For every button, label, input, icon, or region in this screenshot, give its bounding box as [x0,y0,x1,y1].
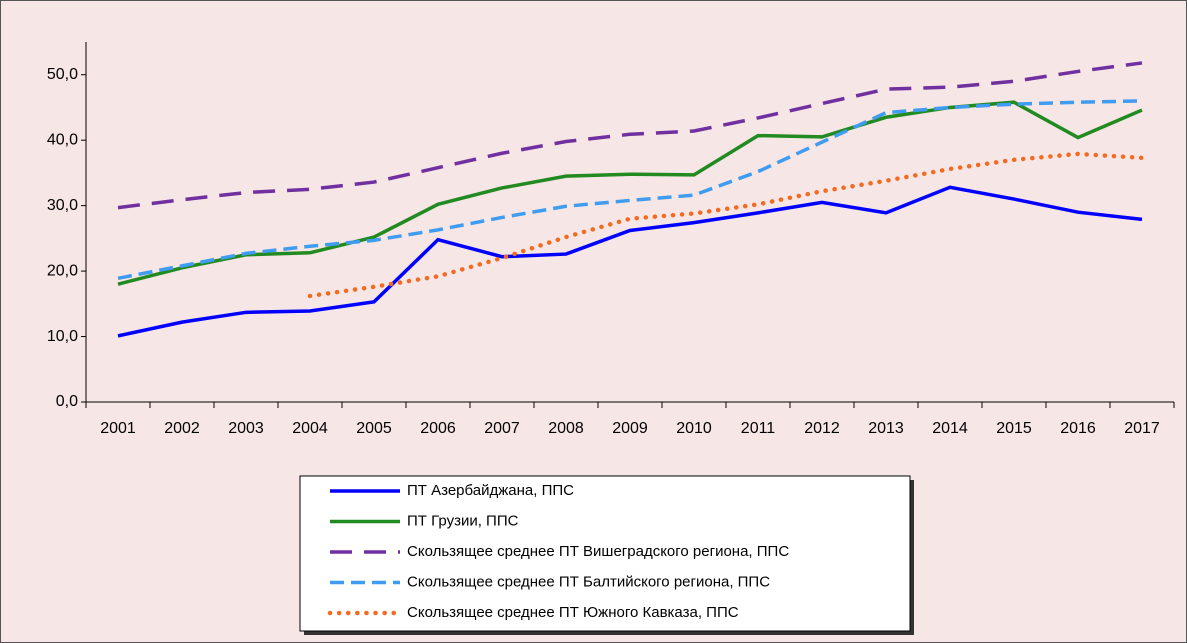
series-line [117,185,1143,338]
legend-label: ПТ Грузии, ППС [407,512,519,529]
y-tick-label: 20,0 [47,262,78,279]
y-tick-label: 10,0 [47,328,78,345]
series-line [307,151,1145,299]
x-tick-label: 2017 [1124,420,1160,437]
x-tick-label: 2015 [996,420,1032,437]
x-tick-label: 2011 [741,420,776,437]
x-tick-label: 2009 [612,420,648,437]
y-tick-label: 40,0 [47,131,78,148]
legend-label: Скользящее среднее ПТ Балтийского регион… [407,573,770,590]
x-tick-label: 2008 [548,420,584,437]
legend-box [299,475,911,632]
series-line [117,99,1143,281]
x-tick-label: 2016 [1060,420,1096,437]
series-line [117,100,1143,286]
x-tick-label: 2002 [164,420,200,437]
legend: ПТ Азербайджана, ППС ПТ Грузии, ППС Скольз… [327,482,789,621]
x-tick-label: 2013 [868,420,904,437]
x-tick-label: 2003 [228,420,264,437]
y-tick-label: 0,0 [56,393,78,410]
y-tick-label: 50,0 [47,66,78,83]
x-tick-label: 2001 [100,420,136,437]
legend-label: ПТ Азербайджана, ППС [407,482,574,499]
x-tick-label: 2010 [676,420,712,437]
legend-label: Скользящее среднее ПТ Вишеградского реги… [407,543,789,560]
legend-label: Скользящее среднее ПТ Южного Кавказа, ПП… [407,604,739,621]
x-tick-label: 2006 [420,420,456,437]
y-tick-label: 30,0 [47,197,78,214]
x-tick-label: 2007 [484,420,520,437]
x-tick-label: 2014 [932,420,968,437]
x-tick-label: 2004 [292,420,328,437]
series-line [117,61,1143,210]
x-tick-label: 2012 [804,420,840,437]
x-tick-label: 2005 [356,420,392,437]
